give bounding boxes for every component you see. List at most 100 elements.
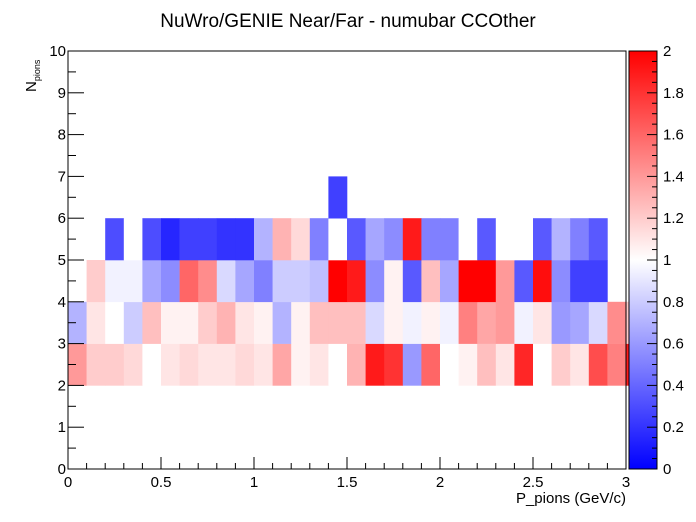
heatmap-cell bbox=[68, 343, 87, 386]
heatmap-cell bbox=[105, 218, 125, 261]
heatmap-cell bbox=[142, 301, 162, 344]
heatmap-cell bbox=[272, 260, 292, 303]
y-tick-label: 4 bbox=[58, 294, 66, 311]
heatmap-cell bbox=[216, 260, 236, 303]
heatmap-cell bbox=[105, 343, 125, 386]
heatmap-cell bbox=[365, 260, 385, 303]
heatmap-cell bbox=[495, 301, 515, 344]
heatmap-cell bbox=[402, 260, 422, 303]
heatmap-cell bbox=[440, 343, 459, 386]
heatmap-cell bbox=[272, 343, 292, 386]
heatmap-cell bbox=[161, 260, 180, 303]
heatmap-cell bbox=[254, 301, 273, 344]
heatmap-cell bbox=[328, 260, 348, 303]
x-axis: 0 0.5 1 1.5 2 2.5 3 bbox=[64, 457, 630, 491]
heatmap-cell bbox=[384, 343, 404, 386]
heatmap-cell bbox=[570, 260, 590, 303]
heatmap-cell bbox=[86, 343, 106, 386]
heatmap-cell bbox=[421, 301, 441, 344]
heatmap-cell bbox=[179, 218, 199, 261]
heatmap-cell bbox=[123, 260, 143, 303]
y-tick-label: 5 bbox=[58, 252, 66, 269]
x-tick-label: 0.5 bbox=[151, 474, 172, 491]
y-tick-label: 3 bbox=[58, 336, 66, 353]
y-tick-label: 6 bbox=[58, 210, 66, 227]
heatmap-cell bbox=[198, 218, 218, 261]
heatmap-cell bbox=[588, 218, 608, 261]
heatmap-cell bbox=[291, 260, 311, 303]
heatmap-cell bbox=[514, 260, 534, 303]
heatmap-cell bbox=[458, 301, 478, 344]
heatmap-cell bbox=[309, 301, 329, 344]
heatmap-cell bbox=[477, 218, 497, 261]
heatmap-cell bbox=[421, 343, 441, 386]
y-tick-label: 0 bbox=[58, 461, 66, 478]
heatmap-cell bbox=[272, 301, 292, 344]
y-axis: 0 1 2 3 4 5 6 7 8 9 10 bbox=[49, 43, 84, 478]
z-tick-label: 0 bbox=[663, 461, 671, 478]
heatmap-cell bbox=[142, 343, 162, 386]
heatmap-cell bbox=[235, 260, 255, 303]
y-tick-label: 2 bbox=[58, 377, 66, 394]
heatmap-cell bbox=[142, 218, 162, 261]
heatmap-cell bbox=[365, 218, 385, 261]
heatmap-cell bbox=[533, 301, 552, 344]
heatmap-cell bbox=[570, 218, 590, 261]
heatmap-cell bbox=[198, 260, 218, 303]
heatmap-cell bbox=[458, 260, 478, 303]
y-tick-label: 9 bbox=[58, 85, 66, 102]
z-tick-label: 1.8 bbox=[663, 85, 684, 102]
x-tick-label: 2.5 bbox=[523, 474, 544, 491]
heatmap-cell bbox=[309, 218, 329, 261]
heatmap-cell bbox=[533, 343, 552, 386]
heatmap-cell bbox=[235, 218, 255, 261]
heatmap-cell bbox=[328, 176, 348, 219]
heatmap-cell bbox=[291, 343, 311, 386]
heatmap-cell bbox=[347, 218, 366, 261]
heatmap-cell bbox=[477, 260, 497, 303]
x-tick-label: 1.5 bbox=[337, 474, 358, 491]
x-axis-label: P_pions (GeV/c) bbox=[516, 490, 626, 507]
chart-title: NuWro/GENIE Near/Far - numubar CCOther bbox=[160, 11, 536, 32]
z-tick-label: 0.6 bbox=[663, 336, 684, 353]
y-tick-label: 7 bbox=[58, 168, 66, 185]
heatmap-cell bbox=[254, 218, 273, 261]
heatmap-cell bbox=[533, 218, 552, 261]
heatmap-cell bbox=[161, 218, 180, 261]
heatmap-cell bbox=[254, 260, 273, 303]
heatmap-cell bbox=[291, 218, 311, 261]
heatmap-cell bbox=[384, 260, 404, 303]
heatmap-cell bbox=[179, 260, 199, 303]
heatmap-cell bbox=[347, 343, 366, 386]
z-tick-label: 1.6 bbox=[663, 127, 684, 144]
heatmap-cell bbox=[514, 301, 534, 344]
heatmap-cell bbox=[495, 343, 515, 386]
heatmap-cell bbox=[440, 260, 459, 303]
heatmap-cell bbox=[402, 218, 422, 261]
heatmap-cell bbox=[123, 218, 143, 261]
color-scale-bar: 0 0.2 0.4 0.6 0.8 1 1.2 1.4 1.6 1.8 2 bbox=[628, 43, 684, 478]
heatmap-cell bbox=[551, 301, 571, 344]
y-tick-label: 8 bbox=[58, 127, 66, 144]
heatmap-cell bbox=[254, 343, 273, 386]
z-tick-label: 1.4 bbox=[663, 168, 684, 185]
heatmap-cell bbox=[105, 301, 125, 344]
heatmap-cell bbox=[421, 260, 441, 303]
x-tick-label: 0 bbox=[64, 474, 72, 491]
z-tick-label: 1 bbox=[663, 252, 671, 269]
heatmap-cell bbox=[458, 218, 478, 261]
heatmap-cell bbox=[514, 343, 534, 386]
heatmap-cell bbox=[365, 301, 385, 344]
heatmap-cell bbox=[179, 301, 199, 344]
heatmap-cell bbox=[235, 301, 255, 344]
heatmap-cell bbox=[551, 218, 571, 261]
heatmap-cell bbox=[365, 343, 385, 386]
y-axis-label-main: N bbox=[23, 81, 40, 92]
heatmap-cell bbox=[235, 343, 255, 386]
heatmap-cell bbox=[607, 343, 627, 386]
heatmap-cells bbox=[68, 176, 645, 386]
heatmap-cell bbox=[216, 301, 236, 344]
heatmap-cell bbox=[533, 260, 552, 303]
x-tick-label: 3 bbox=[622, 474, 630, 491]
